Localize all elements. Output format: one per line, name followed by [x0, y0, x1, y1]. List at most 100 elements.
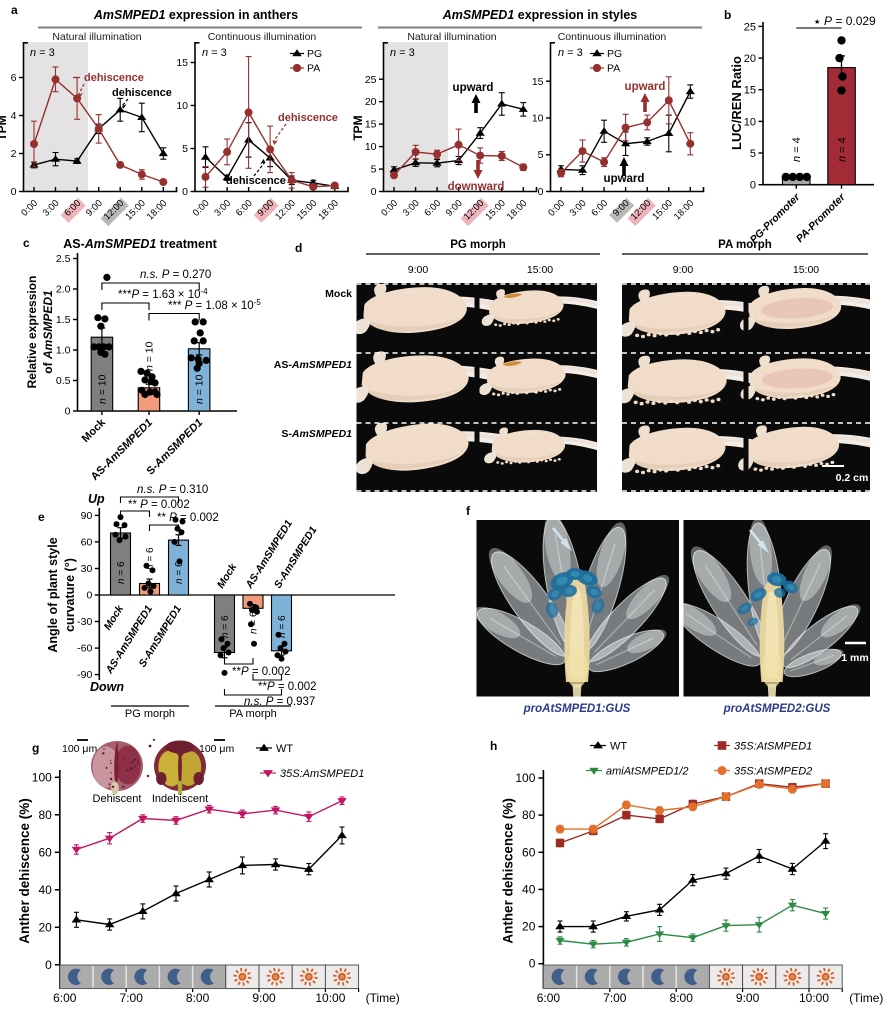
svg-text:-60: -60: [77, 643, 92, 655]
svg-text:n = 10: n = 10: [144, 341, 156, 371]
svg-text:35S:AmSMPED1: 35S:AmSMPED1: [280, 768, 364, 780]
svg-text:Anther dehiscence (%): Anther dehiscence (%): [17, 798, 32, 944]
svg-text:g: g: [32, 741, 39, 755]
svg-text:1.0: 1.0: [56, 345, 71, 357]
svg-text:15: 15: [744, 85, 756, 97]
svg-text:80: 80: [522, 808, 536, 822]
svg-text:60: 60: [81, 536, 93, 548]
svg-text:100: 100: [32, 770, 52, 784]
svg-text:n = 3: n = 3: [558, 47, 583, 59]
svg-text:e: e: [38, 510, 45, 524]
svg-text:9:00: 9:00: [252, 991, 276, 1005]
svg-text:10: 10: [365, 141, 377, 153]
svg-text:0.2 cm: 0.2 cm: [836, 472, 869, 484]
svg-text:0.5: 0.5: [56, 375, 71, 387]
svg-text:0: 0: [750, 180, 756, 192]
svg-text:5: 5: [538, 149, 544, 161]
svg-text:0: 0: [86, 590, 92, 602]
svg-text:upward: upward: [625, 81, 666, 93]
svg-text:***P = 1.63 × 10-4: ***P = 1.63 × 10-4: [118, 287, 208, 301]
svg-text:15: 15: [532, 76, 544, 88]
svg-text:Up: Up: [88, 492, 105, 506]
svg-text:-90: -90: [77, 669, 92, 681]
svg-text:0: 0: [45, 958, 52, 972]
svg-text:20: 20: [365, 96, 377, 108]
svg-text:h: h: [490, 739, 497, 753]
svg-text:dehiscence: dehiscence: [112, 87, 172, 99]
svg-text:Mock: Mock: [325, 288, 352, 300]
svg-text:9:00: 9:00: [408, 264, 429, 276]
svg-text:dehiscence: dehiscence: [226, 175, 286, 187]
svg-text:n = 6: n = 6: [145, 547, 156, 570]
svg-text:PG: PG: [307, 48, 322, 60]
svg-text:6:00: 6:00: [53, 991, 77, 1005]
svg-text:of AmSMPED1: of AmSMPED1: [41, 290, 55, 374]
svg-text:PA morph: PA morph: [229, 708, 277, 720]
svg-text:AS-AmSMPED1 treatment: AS-AmSMPED1 treatment: [63, 237, 217, 251]
svg-text:8:00: 8:00: [670, 991, 694, 1005]
svg-text:TPM: TPM: [351, 115, 365, 140]
svg-text:20: 20: [744, 53, 756, 65]
svg-text:10: 10: [744, 116, 756, 128]
svg-text:n = 10: n = 10: [96, 374, 108, 404]
svg-text:** P = 0.002: ** P = 0.002: [128, 499, 190, 511]
svg-text:PG morph: PG morph: [450, 239, 506, 251]
svg-text:n = 4: n = 4: [791, 137, 803, 162]
svg-text:**P = 0.002: **P = 0.002: [258, 681, 317, 693]
svg-text:5: 5: [182, 143, 188, 155]
svg-text:Down: Down: [90, 680, 124, 694]
svg-text:n = 3: n = 3: [30, 47, 55, 59]
svg-text:9:00: 9:00: [673, 264, 694, 276]
svg-text:a: a: [11, 3, 18, 17]
svg-text:6:00: 6:00: [537, 991, 561, 1005]
svg-text:Natural illumination: Natural illumination: [407, 31, 496, 43]
svg-text:n = 6: n = 6: [220, 615, 231, 638]
svg-text:WT: WT: [610, 741, 627, 753]
svg-text:2.0: 2.0: [56, 284, 71, 296]
svg-text:n = 6: n = 6: [174, 561, 185, 584]
svg-text:1 mm: 1 mm: [841, 652, 868, 664]
svg-text:Angle of plant style: Angle of plant style: [46, 537, 60, 652]
svg-text:n.s. P = 0.310: n.s. P = 0.310: [137, 484, 208, 496]
svg-text:10:00: 10:00: [315, 991, 345, 1005]
svg-text:4: 4: [11, 110, 17, 122]
svg-text:Relative expression: Relative expression: [25, 276, 39, 389]
svg-text:Dehiscent: Dehiscent: [93, 793, 142, 805]
svg-text:2.5: 2.5: [56, 253, 71, 265]
svg-text:10: 10: [532, 113, 544, 125]
svg-text:downward: downward: [448, 181, 505, 193]
svg-text:AmSMPED1 expression in anthers: AmSMPED1 expression in anthers: [93, 8, 298, 22]
svg-text:0: 0: [182, 186, 188, 198]
svg-text:Anther dehiscence (%): Anther dehiscence (%): [500, 798, 515, 944]
svg-text:n = 6: n = 6: [249, 611, 260, 634]
svg-text:n.s. P = 0.270: n.s. P = 0.270: [140, 269, 211, 281]
svg-text:2: 2: [11, 148, 17, 160]
svg-text:(Time): (Time): [849, 991, 883, 1005]
svg-text:9:00: 9:00: [736, 991, 760, 1005]
svg-text:10:00: 10:00: [799, 991, 829, 1005]
svg-text:amiAtSMPED1/2: amiAtSMPED1/2: [606, 766, 689, 778]
svg-text:20: 20: [38, 920, 52, 934]
svg-text:*** P = 1.08 × 10-5: *** P = 1.08 × 10-5: [168, 298, 261, 312]
svg-text:Continuous illumination: Continuous illumination: [558, 31, 667, 43]
svg-text:100 μm: 100 μm: [62, 743, 97, 755]
svg-text:n = 6: n = 6: [116, 561, 127, 584]
svg-text:S-AmSMPED1: S-AmSMPED1: [281, 428, 352, 440]
svg-text:n = 10: n = 10: [194, 374, 206, 404]
svg-text:6: 6: [11, 72, 17, 84]
svg-text:7:00: 7:00: [120, 991, 144, 1005]
svg-text:15: 15: [176, 57, 188, 69]
svg-text:15:00: 15:00: [527, 264, 553, 276]
svg-text:upward: upward: [453, 82, 494, 94]
svg-text:Natural illumination: Natural illumination: [52, 31, 141, 43]
svg-text:b: b: [724, 8, 731, 22]
svg-text:AmSMPED1 expression in styles: AmSMPED1 expression in styles: [442, 8, 638, 22]
svg-text:80: 80: [38, 808, 52, 822]
svg-text:0: 0: [371, 186, 377, 198]
svg-text:25: 25: [744, 21, 756, 33]
svg-text:15:00: 15:00: [793, 264, 819, 276]
svg-text:15: 15: [365, 119, 377, 131]
svg-text:proAtSMPED1:GUS: proAtSMPED1:GUS: [523, 703, 631, 715]
svg-text:0: 0: [65, 406, 71, 418]
svg-text:8:00: 8:00: [186, 991, 210, 1005]
